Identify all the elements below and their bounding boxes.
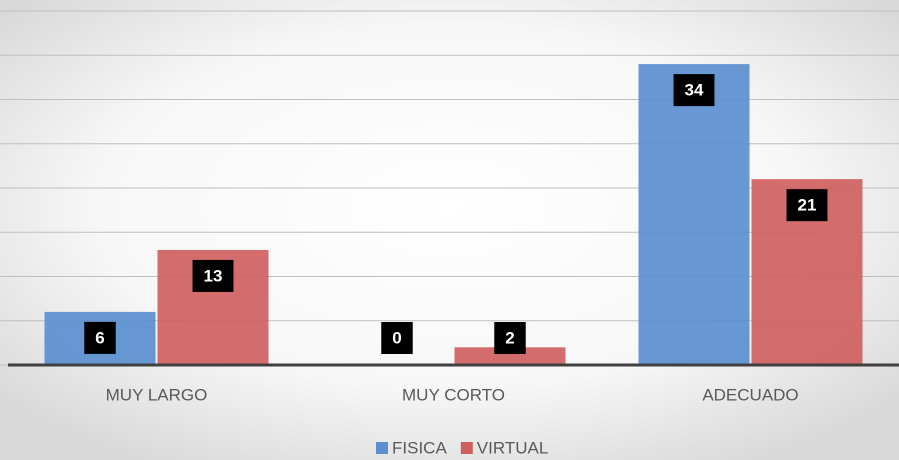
legend-swatch (460, 442, 473, 454)
data-label: 0 (392, 328, 401, 347)
data-label-box (673, 74, 715, 107)
legend-label: VIRTUAL (477, 438, 549, 457)
data-label-box (786, 189, 828, 222)
x-tick-label: MUY CORTO (402, 385, 505, 404)
legend-swatch (376, 442, 388, 454)
bar (638, 64, 750, 365)
data-label: 21 (798, 196, 817, 215)
data-label: 2 (505, 328, 514, 347)
data-label-box (381, 322, 413, 354)
data-label: 6 (95, 328, 104, 347)
data-label-box (192, 259, 234, 292)
bar (454, 347, 566, 365)
legend-label: FISICA (392, 438, 447, 457)
data-label-box (494, 322, 526, 354)
x-tick-label: ADECUADO (702, 385, 798, 404)
x-tick-label: MUY LARGO (106, 385, 208, 404)
data-label-box (84, 321, 116, 354)
data-label: 34 (685, 81, 704, 100)
data-label: 13 (204, 266, 223, 285)
